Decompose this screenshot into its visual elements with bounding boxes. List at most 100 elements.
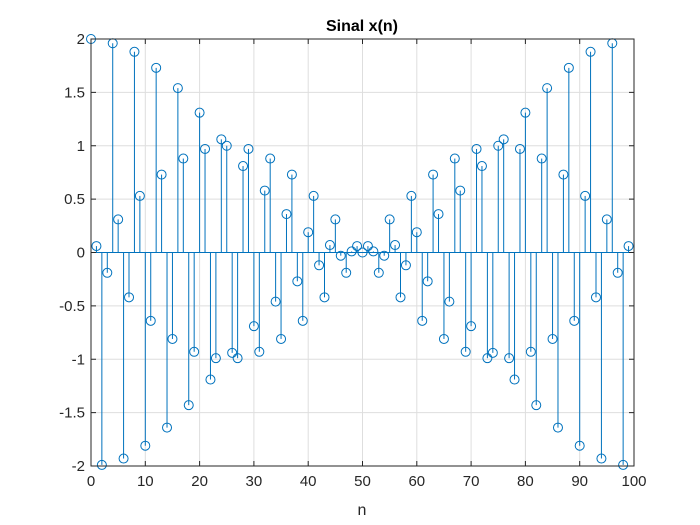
x-tick-label: 30 [246,473,263,490]
y-tick-label: -2 [72,458,85,475]
stem-marker [520,107,531,118]
stem-marker [286,169,297,180]
stem-marker [373,267,384,278]
stem-marker [428,169,439,180]
x-tick-label: 70 [463,473,480,490]
stem-marker [417,315,428,326]
stem-marker [232,353,243,364]
stem-marker [281,209,292,220]
stem-marker [335,250,346,261]
x-tick-label: 60 [408,473,425,490]
stem-marker [118,453,129,464]
stem-marker [509,374,520,385]
stem-marker [504,353,515,364]
stem-marker [330,214,341,225]
x-tick-label: 10 [137,473,154,490]
stem-marker [145,315,156,326]
stem-marker [563,62,574,73]
stem-marker [531,400,542,411]
y-tick-label: -1.5 [59,405,85,422]
stem-marker [346,246,357,257]
x-tick-label: 20 [191,473,208,490]
stem-marker [324,240,335,251]
stem-marker [400,260,411,271]
stem-marker [216,134,227,145]
stem-marker [438,333,449,344]
stem-marker [183,400,194,411]
stem-marker [96,459,107,470]
x-tick-label: 90 [571,473,588,490]
y-tick-label: 2 [77,31,85,48]
stem-marker [113,214,124,225]
stem-marker [297,315,308,326]
x-axis-label: n [358,502,367,519]
stem-marker [140,440,151,451]
stem-marker [156,169,167,180]
stem-marker [514,143,525,154]
stem-marker [542,83,553,94]
stem-marker [623,241,634,252]
y-tick-label: 0 [77,245,85,262]
x-tick-label: 0 [87,473,95,490]
stem-marker [205,374,216,385]
stem-marker [460,346,471,357]
stem-marker [547,333,558,344]
stem-marker [482,353,493,364]
stem-marker [362,241,373,252]
stem-marker [303,227,314,238]
stem-marker [569,315,580,326]
stem-marker [270,296,281,307]
stem-marker [580,190,591,201]
stem-marker [243,143,254,154]
stem-marker [596,453,607,464]
x-tick-label: 40 [300,473,317,490]
stem-marker [487,347,498,358]
stem-marker [172,83,183,94]
stem-marker [102,267,113,278]
stem-marker [612,267,623,278]
stem-marker [314,260,325,271]
y-tick-labels: 2 1.5 1 0.5 0 -0.5 -1 -1.5 -2 [59,31,85,475]
stem-marker [151,62,162,73]
y-tick-label: 1 [77,138,85,155]
stem-marker [210,353,221,364]
stem-marker [618,459,629,470]
y-tick-label: -0.5 [59,298,85,315]
stem-marker [574,440,585,451]
x-tick-labels: 0 10 20 30 40 50 60 70 80 90 100 [87,473,647,490]
stem-marker [91,241,102,252]
stem-marker [238,161,249,172]
stem-marker [194,107,205,118]
stem-marker [221,140,232,151]
stem-marker [352,241,363,252]
x-tick-label: 80 [517,473,534,490]
stem-marker [319,292,330,303]
stem-marker [395,292,406,303]
y-tick-label: 0.5 [64,191,85,208]
stem-marker [601,214,612,225]
stem-marker [384,214,395,225]
stem-marker [200,143,211,154]
stem-marker [536,153,547,164]
x-tick-label: 100 [621,473,646,490]
tick-marks [90,38,635,467]
stem-marker [476,161,487,172]
stem-marker [379,250,390,261]
stem-marker [189,346,200,357]
x-tick-label: 50 [354,473,371,490]
stem-marker [265,153,276,164]
stem-marker [466,321,477,332]
stem-marker [129,46,140,57]
stem-marker [276,333,287,344]
stem-marker [498,134,509,145]
stem-marker [124,292,135,303]
stem-marker [162,422,173,433]
stem-marker [558,169,569,180]
stem-marker [411,227,422,238]
stem-marker [433,209,444,220]
stem-marker [552,422,563,433]
stem-marker [390,240,401,251]
stem-marker [357,247,368,258]
stem-marker [525,346,536,357]
